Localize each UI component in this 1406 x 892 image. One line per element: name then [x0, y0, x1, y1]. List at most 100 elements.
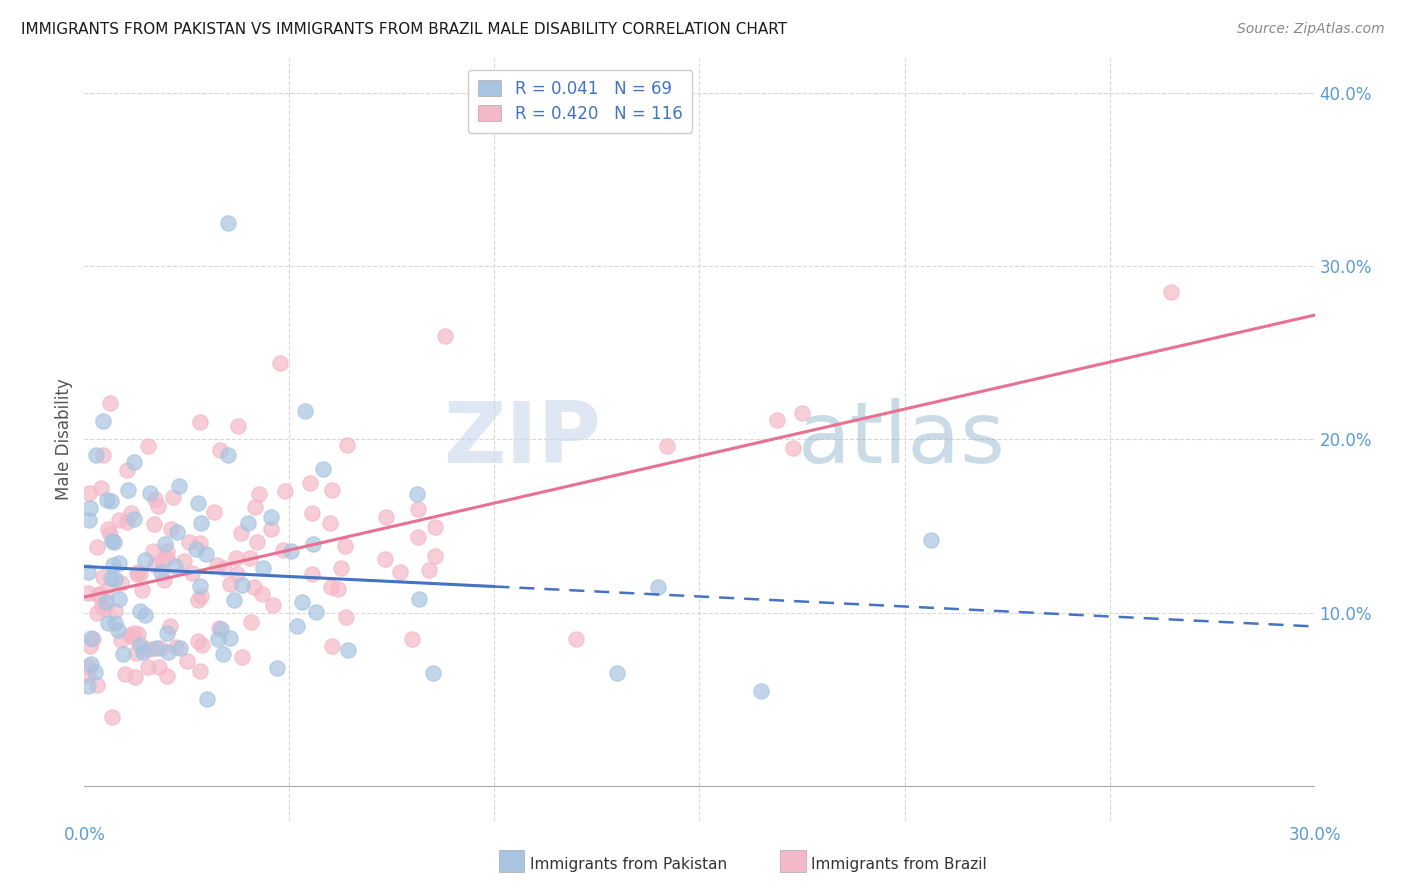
Point [117, 483, 139, 497]
Point [98, 527, 121, 541]
Point [143, 558, 166, 573]
Point [139, 486, 162, 500]
Point [406, 530, 429, 544]
Point [104, 616, 127, 631]
Point [405, 487, 427, 501]
Point [143, 491, 166, 506]
Point [205, 558, 228, 572]
Point [157, 645, 180, 659]
Point [191, 638, 214, 652]
Text: IMMIGRANTS FROM PAKISTAN VS IMMIGRANTS FROM BRAZIL MALE DISABILITY CORRELATION C: IMMIGRANTS FROM PAKISTAN VS IMMIGRANTS F… [21, 22, 787, 37]
Point [291, 595, 314, 609]
Point [225, 551, 247, 566]
Y-axis label: Male Disability: Male Disability [55, 378, 73, 500]
Point [136, 660, 159, 674]
Point [79, 500, 101, 515]
Point [212, 561, 235, 575]
Point [790, 406, 813, 420]
Point [180, 566, 202, 580]
Point [80, 631, 103, 645]
Point [259, 510, 281, 524]
Point [134, 641, 156, 656]
Point [271, 542, 294, 557]
Point [165, 640, 187, 655]
Point [108, 592, 131, 607]
Point [226, 567, 249, 582]
Text: atlas: atlas [799, 398, 1005, 481]
Point [190, 416, 212, 430]
Point [122, 625, 145, 640]
Point [330, 560, 353, 574]
Point [239, 550, 262, 565]
Point [77, 668, 100, 682]
Point [115, 515, 138, 529]
Point [93, 570, 115, 584]
Point [606, 666, 628, 681]
Point [77, 585, 100, 599]
Point [159, 619, 181, 633]
Point [97, 616, 120, 631]
Point [145, 641, 167, 656]
Point [86, 607, 108, 621]
Point [374, 552, 396, 566]
Point [118, 628, 141, 642]
Point [179, 534, 201, 549]
Point [321, 483, 343, 497]
Point [311, 462, 333, 476]
Point [156, 550, 179, 565]
Point [122, 511, 145, 525]
Point [202, 505, 225, 519]
Point [766, 413, 789, 427]
Point [134, 552, 156, 566]
Point [156, 668, 179, 682]
Point [122, 630, 145, 644]
Point [79, 485, 101, 500]
Point [124, 670, 146, 684]
Point [131, 582, 153, 597]
Point [302, 537, 325, 551]
Point [79, 639, 101, 653]
Point [143, 516, 166, 531]
Point [86, 540, 108, 554]
Point [160, 522, 183, 536]
Point [246, 534, 269, 549]
Point [101, 534, 124, 549]
Point [301, 566, 323, 581]
Point [224, 592, 246, 607]
Point [423, 549, 446, 563]
Point [77, 565, 100, 579]
Point [186, 541, 208, 556]
Bar [499, 850, 524, 872]
Point [294, 404, 316, 418]
Point [94, 584, 117, 599]
Point [285, 618, 308, 632]
Point [122, 455, 145, 469]
Point [401, 632, 423, 646]
Point [190, 589, 212, 603]
Point [82, 632, 104, 646]
Point [305, 605, 328, 619]
Point [319, 580, 342, 594]
Point [211, 647, 233, 661]
Point [187, 634, 209, 648]
Point [136, 439, 159, 453]
Point [194, 547, 217, 561]
Point [156, 626, 179, 640]
Point [321, 639, 343, 653]
Point [97, 522, 120, 536]
Point [98, 396, 121, 410]
Point [115, 462, 138, 476]
Point [423, 520, 446, 534]
Point [87, 586, 110, 600]
Point [128, 604, 150, 618]
Point [100, 493, 122, 508]
Point [165, 559, 187, 574]
Point [433, 329, 456, 343]
Point [103, 535, 125, 549]
Point [188, 665, 211, 679]
Point [197, 692, 219, 706]
Point [134, 608, 156, 623]
Point [408, 502, 430, 516]
Point [114, 666, 136, 681]
Point [91, 414, 114, 428]
